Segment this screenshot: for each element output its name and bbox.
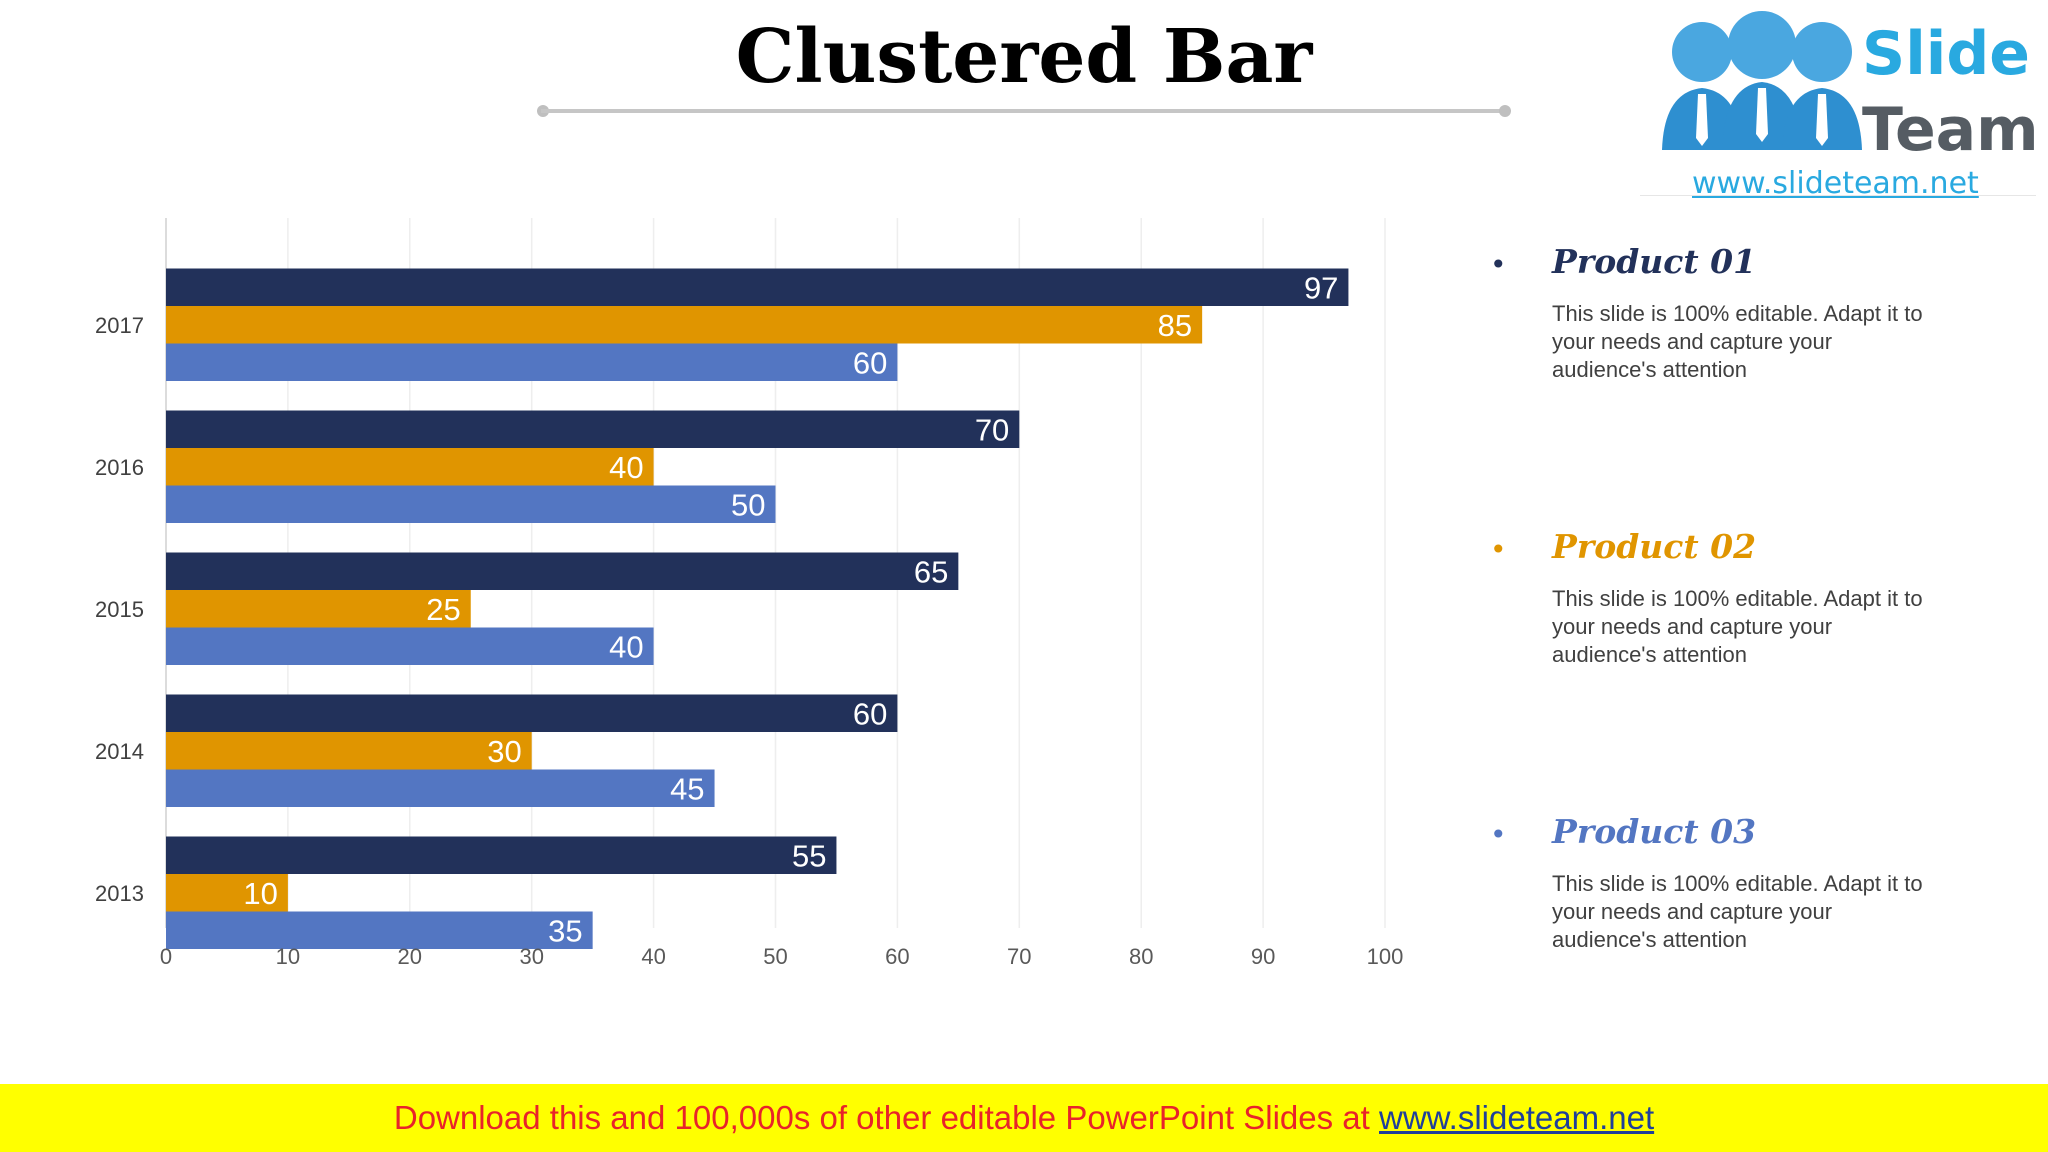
- logo-divider: [1640, 195, 2036, 196]
- bar-value-label: 60: [853, 696, 887, 731]
- bar-value-label: 60: [853, 345, 887, 380]
- bar: [166, 836, 837, 874]
- x-tick-label: 0: [160, 944, 172, 969]
- legend-item-name: Product 02: [1552, 527, 1757, 566]
- logo-word-team: Team: [1862, 95, 2039, 165]
- bar-value-label: 70: [975, 412, 1009, 447]
- legend-bullet-icon: •: [1490, 818, 1507, 851]
- x-tick-label: 20: [398, 944, 422, 969]
- bar-value-label: 97: [1304, 270, 1338, 305]
- bar: [166, 627, 654, 665]
- legend-item-name: Product 01: [1552, 242, 1757, 281]
- bar-value-label: 35: [548, 913, 582, 948]
- y-category-label: 2017: [95, 313, 144, 338]
- bar: [166, 590, 471, 628]
- bar-value-label: 10: [243, 876, 277, 911]
- slideteam-logo: Slide Team www.slideteam.net: [1640, 0, 2039, 201]
- y-category-label: 2016: [95, 455, 144, 480]
- y-category-label: 2015: [95, 597, 144, 622]
- bar: [166, 485, 776, 523]
- bar-value-label: 40: [609, 629, 643, 664]
- title-rule: [541, 109, 1507, 113]
- people-icon: [1662, 11, 1862, 150]
- x-tick-label: 40: [641, 944, 665, 969]
- legend-item-description: This slide is 100% editable. Adapt it to…: [1552, 586, 1923, 667]
- bar: [166, 732, 532, 770]
- slide-title: Clustered Bar: [735, 14, 1313, 100]
- bar-value-label: 55: [792, 838, 826, 873]
- bar: [166, 694, 898, 732]
- bar: [166, 268, 1349, 306]
- x-tick-label: 50: [763, 944, 787, 969]
- legend-item-description: This slide is 100% editable. Adapt it to…: [1552, 871, 1923, 952]
- title-rule-right-dot: [1499, 105, 1511, 117]
- bar: [166, 911, 593, 949]
- clustered-bar-chart: 0 10 20 30 40 50 60 70 80 90 100 55 10 35 2013 60 30 45 20…: [95, 218, 1403, 969]
- bar-value-label: 30: [487, 734, 521, 769]
- chart-labels: 0 10 20 30 40 50 60 70 80 90 100 55 10 35 2013 60 30 45 20…: [95, 270, 1403, 969]
- bar-value-label: 40: [609, 450, 643, 485]
- x-tick-label: 100: [1367, 944, 1404, 969]
- chart-bars: [166, 268, 1349, 949]
- bar-value-label: 50: [731, 487, 765, 522]
- bar: [166, 410, 1020, 448]
- y-category-label: 2014: [95, 739, 144, 764]
- legend-item-description: This slide is 100% editable. Adapt it to…: [1552, 301, 1923, 382]
- y-category-label: 2013: [95, 881, 144, 906]
- bar: [166, 874, 288, 912]
- legend-item-name: Product 03: [1552, 812, 1757, 851]
- x-tick-label: 90: [1251, 944, 1275, 969]
- legend-bullet-icon: •: [1490, 248, 1507, 281]
- bar: [166, 343, 898, 381]
- x-tick-label: 60: [885, 944, 909, 969]
- download-banner-link[interactable]: www.slideteam.net: [1379, 1099, 1655, 1136]
- logo-word-slide: Slide: [1862, 19, 2030, 89]
- bar: [166, 769, 715, 807]
- x-tick-label: 30: [519, 944, 543, 969]
- x-tick-label: 70: [1007, 944, 1031, 969]
- bar-value-label: 85: [1158, 308, 1192, 343]
- bar-value-label: 65: [914, 554, 948, 589]
- download-banner: Download this and 100,000s of other edit…: [0, 1084, 2048, 1152]
- legend-bullet-icon: •: [1490, 533, 1507, 566]
- download-banner-text: Download this and 100,000s of other edit…: [393, 1099, 1379, 1136]
- x-tick-label: 80: [1129, 944, 1153, 969]
- bar: [166, 448, 654, 486]
- bar: [166, 306, 1203, 344]
- bar-value-label: 45: [670, 771, 704, 806]
- x-tick-label: 10: [276, 944, 300, 969]
- bar-value-label: 25: [426, 592, 460, 627]
- bar: [166, 552, 959, 590]
